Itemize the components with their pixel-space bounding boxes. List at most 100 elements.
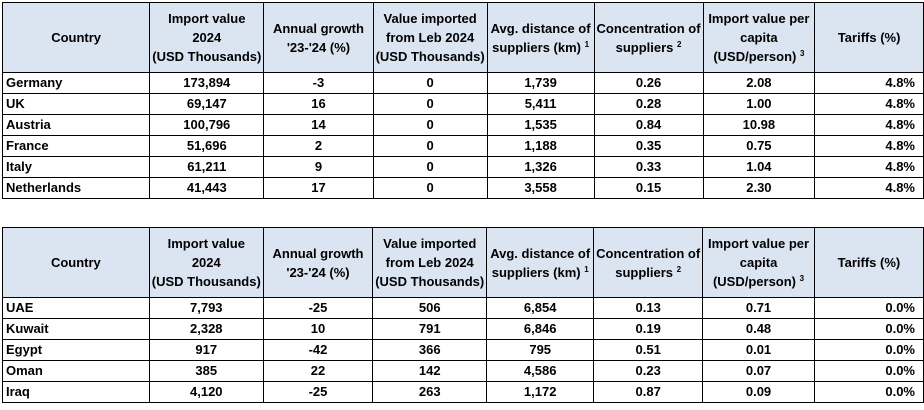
value-cell-annual-growth: 10 [262,318,374,340]
value-cell-import-value: 917 [148,339,264,361]
header-text: Country [50,255,101,270]
table-row: Netherlands 41,443 17 0 3,558 0.15 2.30 4.8% [1,177,924,199]
value-cell-value-imported-from-leb: 142 [372,360,488,382]
value-cell-import-value: 385 [148,360,264,382]
header-text: '23-'24 (%) [286,39,351,55]
value-cell-avg-distance: 795 [486,339,595,361]
value-cell-import-per-capita: 2.08 [702,72,816,94]
country-cell: Germany [1,72,151,94]
table-row: Kuwait 2,328 10 791 6,846 0.19 0.48 0.0% [2,318,924,340]
value-cell-concentration: 0.51 [593,339,704,361]
value-cell-import-value: 51,696 [149,135,265,157]
header-country: Country [2,227,150,298]
header-text: (USD Thousands) [151,274,261,289]
value-cell-concentration: 0.87 [593,381,704,403]
header-text: '23-'24 (%) [286,264,350,280]
table-row: UK 69,147 16 0 5,411 0.28 1.00 4.8% [1,93,924,115]
header-line: suppliers (km) [491,264,581,280]
header-text: Concentration of [596,245,701,261]
value-cell-import-value: 173,894 [149,72,265,94]
header-text: capita [739,255,778,270]
footnote-marker: 2 [676,264,682,274]
value-cell-value-imported-from-leb: 263 [372,381,488,403]
header-annual-growth: Annual growth '23-'24 (%) [262,227,374,298]
country-cell: UAE [2,297,150,319]
header-text: (USD Thousands) [375,274,485,289]
header-text: Import value [168,11,246,26]
table-row: Egypt 917 -42 366 795 0.51 0.01 0.0% [2,339,924,361]
value-cell-annual-growth: -25 [262,297,374,319]
header-text: 2024 [192,30,222,45]
header-text: Value imported [383,11,477,26]
value-cell-tariffs: 4.8% [814,135,924,157]
value-cell-value-imported-from-leb: 0 [372,72,488,94]
header-tariffs: Tariffs (%) [814,2,924,73]
value-cell-value-imported-from-leb: 791 [372,318,488,340]
value-cell-value-imported-from-leb: 506 [372,297,488,319]
country-cell: Iraq [2,381,150,403]
header-text: Avg. distance of [490,245,591,261]
table-row: UAE 7,793 -25 506 6,854 0.13 0.71 0.0% [2,297,924,319]
header-annual-growth: Annual growth '23-'24 (%) [263,2,374,73]
value-cell-avg-distance: 1,172 [486,381,595,403]
value-cell-annual-growth: -3 [263,72,374,94]
table-header: Country Import value 2024 (USD Thousands) An… [1,2,924,73]
header-import-per-capita: Import value per capita (USD/person) 3 [702,227,815,298]
value-cell-avg-distance: 6,846 [486,318,595,340]
table-row: Oman 385 22 142 4,586 0.23 0.07 0.0% [2,360,924,382]
table-header: Country Import value 2024 (USD Thousands) An… [2,227,924,298]
value-cell-import-per-capita: 0.07 [702,360,815,382]
header-value-imported-from-leb: Value imported from Leb 2024 (USD Thousand… [372,2,488,73]
value-cell-tariffs: 0.0% [813,381,924,403]
value-cell-concentration: 0.35 [593,135,704,157]
country-cell: Kuwait [2,318,150,340]
value-cell-import-value: 61,211 [149,156,265,178]
value-cell-value-imported-from-leb: 0 [372,156,488,178]
country-cell: Italy [1,156,151,178]
value-cell-import-per-capita: 0.09 [702,381,815,403]
header-line: suppliers (km) [492,39,581,55]
header-text: suppliers 2 [597,38,701,57]
header-tariffs: Tariffs (%) [813,227,924,298]
header-import-value: Import value 2024 (USD Thousands) [149,2,265,73]
value-cell-avg-distance: 5,411 [486,93,595,115]
value-cell-value-imported-from-leb: 366 [372,339,488,361]
value-cell-tariffs: 4.8% [814,114,924,136]
value-cell-concentration: 0.28 [593,93,704,115]
header-text: (USD/person) 3 [706,47,813,66]
value-cell-tariffs: 4.8% [814,156,924,178]
header-text: (USD Thousands) [375,49,485,64]
value-cell-import-value: 41,443 [149,177,265,199]
country-cell: Netherlands [1,177,151,199]
table-row: Germany 173,894 -3 0 1,739 0.26 2.08 4.8% [1,72,924,94]
country-cell: UK [1,93,151,115]
country-cell: Austria [1,114,151,136]
header-line: suppliers [615,264,674,280]
header-text: Avg. distance of [490,20,591,36]
value-cell-import-value: 4,120 [148,381,264,403]
value-cell-tariffs: 0.0% [813,339,924,361]
value-cell-concentration: 0.23 [593,360,704,382]
header-text: Tariffs (%) [837,30,901,45]
header-text: suppliers (km) 1 [489,263,591,282]
header-text: Import value per [708,11,810,26]
header-text: (USD Thousands) [152,49,262,64]
value-cell-concentration: 0.33 [593,156,704,178]
header-line: suppliers [615,39,674,55]
value-cell-import-per-capita: 1.00 [702,93,816,115]
table-row: Iraq 4,120 -25 263 1,172 0.87 0.09 0.0% [2,381,924,403]
header-value-imported-from-leb: Value imported from Leb 2024 (USD Thousand… [372,227,488,298]
value-cell-avg-distance: 1,535 [486,114,595,136]
footnote-marker: 1 [584,39,590,49]
value-cell-import-value: 100,796 [149,114,265,136]
value-cell-value-imported-from-leb: 0 [372,93,488,115]
country-cell: Egypt [2,339,150,361]
header-concentration: Concentration of suppliers 2 [593,227,704,298]
value-cell-avg-distance: 6,854 [486,297,595,319]
header-text: 2024 [191,255,221,270]
header-import-value: Import value 2024 (USD Thousands) [148,227,264,298]
header-avg-distance: Avg. distance of suppliers (km) 1 [486,227,595,298]
footnote-marker: 3 [799,274,805,283]
table-row: Italy 61,211 9 0 1,326 0.33 1.04 4.8% [1,156,924,178]
header-concentration: Concentration of suppliers 2 [593,2,704,73]
